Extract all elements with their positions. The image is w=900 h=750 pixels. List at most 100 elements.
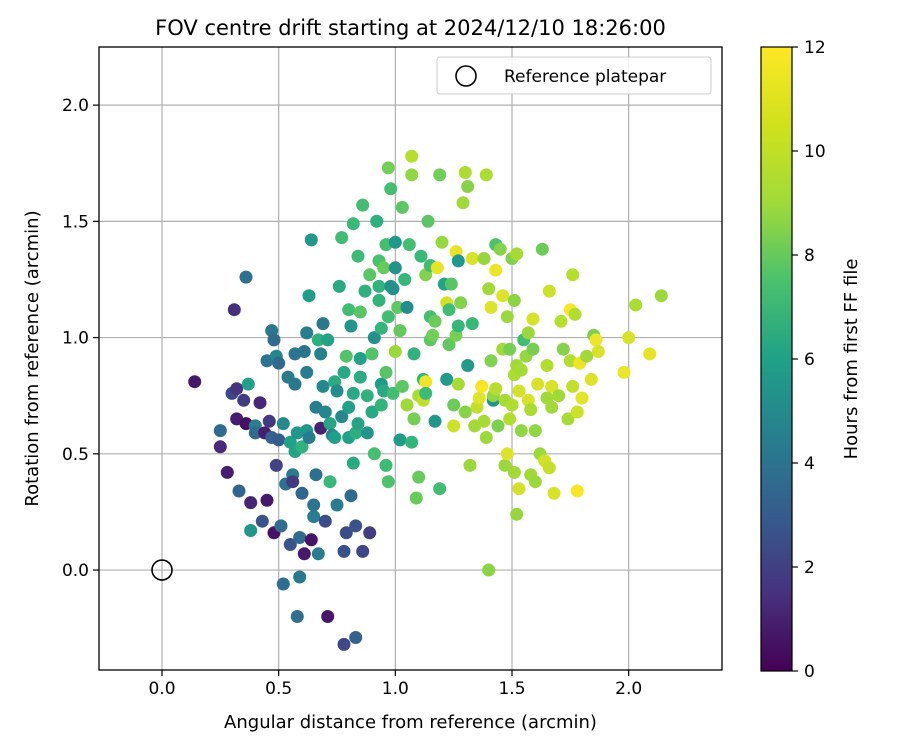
scatter-point xyxy=(540,359,554,372)
scatter-point xyxy=(283,538,297,551)
scatter-point xyxy=(500,447,514,461)
reference-platepar-marker xyxy=(151,559,173,581)
scatter-point xyxy=(244,524,258,537)
colorbar: 0 2 4 6 8 10 12 Hours from first FF file xyxy=(760,38,862,682)
scatter-point xyxy=(528,424,542,438)
scatter-point xyxy=(323,475,337,489)
colorbar-tick-label: 0 xyxy=(804,662,815,682)
grid-lines xyxy=(99,47,722,670)
colorbar-tick-label: 8 xyxy=(804,246,815,266)
scatter-point xyxy=(461,180,475,193)
x-tick-label: 1.0 xyxy=(382,679,409,699)
scatter-point xyxy=(512,482,526,496)
scatter-point xyxy=(458,166,472,179)
scatter-point xyxy=(321,610,335,623)
colorbar-tick-label: 6 xyxy=(804,350,815,370)
scatter-point xyxy=(339,349,353,363)
x-tick-label: 0.0 xyxy=(148,679,175,699)
scatter-point xyxy=(405,435,419,449)
scatter-point xyxy=(570,484,584,498)
scatter-point xyxy=(370,214,384,228)
scatter-point xyxy=(335,231,349,245)
scatter-point xyxy=(419,386,433,400)
scatter-point xyxy=(391,300,405,314)
scatter-point xyxy=(440,372,454,386)
scatter-point xyxy=(321,333,335,347)
scatter-point xyxy=(482,282,496,296)
scatter-point xyxy=(503,412,517,426)
scatter-point xyxy=(617,365,631,379)
x-axis-label: Angular distance from reference (arcmin) xyxy=(224,712,597,733)
y-axis-ticks: 0.0 0.5 1.0 1.5 2.0 xyxy=(62,96,99,581)
scatter-point xyxy=(188,375,202,389)
scatter-point xyxy=(554,314,568,328)
scatter-point xyxy=(584,372,598,386)
scatter-point xyxy=(526,312,540,326)
scatter-point xyxy=(363,268,377,282)
scatter-point xyxy=(262,414,276,428)
x-tick-label: 1.5 xyxy=(498,679,525,699)
scatter-point xyxy=(309,468,323,482)
scatter-point xyxy=(332,279,346,293)
scatter-point xyxy=(589,333,603,347)
scatter-point xyxy=(300,365,314,379)
scatter-point xyxy=(505,398,519,412)
scatter-point xyxy=(477,414,491,428)
scatter-point xyxy=(489,382,503,396)
scatter-point xyxy=(276,417,290,431)
y-tick-label: 1.0 xyxy=(62,329,89,349)
scatter-point xyxy=(498,458,512,472)
scatter-point xyxy=(356,544,370,558)
scatter-point xyxy=(545,379,559,393)
scatter-point xyxy=(489,263,503,277)
legend-label: Reference platepar xyxy=(504,67,666,87)
scatter-point xyxy=(274,519,288,533)
scatter-point xyxy=(293,570,307,584)
scatter-point xyxy=(388,261,402,275)
scatter-point xyxy=(318,405,332,419)
y-tick-label: 0.0 xyxy=(62,561,89,581)
y-tick-label: 1.5 xyxy=(62,212,89,232)
scatter-point xyxy=(318,514,332,528)
scatter-point xyxy=(337,637,351,651)
scatter-point xyxy=(330,384,344,398)
scatter-point xyxy=(458,405,472,419)
scatter-point xyxy=(220,465,234,479)
scatter-point xyxy=(290,610,304,623)
scatter-point xyxy=(535,242,549,256)
scatter-point xyxy=(307,498,321,512)
scatter-point xyxy=(433,482,447,496)
scatter-point xyxy=(484,300,498,314)
scatter-point xyxy=(545,400,559,414)
scatter-point xyxy=(297,345,311,358)
scatter-point xyxy=(374,398,388,412)
scatter-point xyxy=(430,261,444,275)
scatter-point xyxy=(421,214,435,228)
colorbar-tick-label: 10 xyxy=(804,142,826,162)
scatter-point xyxy=(503,342,517,356)
scatter-point xyxy=(444,277,458,291)
scatter-point xyxy=(244,496,258,510)
scatter-point xyxy=(365,405,379,419)
scatter-point xyxy=(566,268,580,282)
scatter-point xyxy=(381,161,395,175)
scatter-point xyxy=(379,458,393,472)
scatter-point xyxy=(349,631,363,644)
scatter-point xyxy=(493,242,507,256)
scatter-point xyxy=(386,386,400,400)
scatter-point xyxy=(241,377,255,391)
scatter-point xyxy=(374,321,388,335)
x-tick-label: 0.5 xyxy=(265,679,292,699)
scatter-point xyxy=(472,391,486,405)
scatter-point xyxy=(213,440,227,454)
scatter-point xyxy=(521,326,535,340)
scatter-point xyxy=(419,375,433,389)
scatter-point xyxy=(304,233,318,247)
scatter-point xyxy=(500,310,514,324)
scatter-point xyxy=(512,384,526,398)
scatter-point xyxy=(412,470,426,484)
colorbar-tick-label: 12 xyxy=(804,38,826,58)
scatter-point xyxy=(510,247,524,261)
scatter-point xyxy=(591,345,605,358)
scatter-point xyxy=(379,365,393,379)
